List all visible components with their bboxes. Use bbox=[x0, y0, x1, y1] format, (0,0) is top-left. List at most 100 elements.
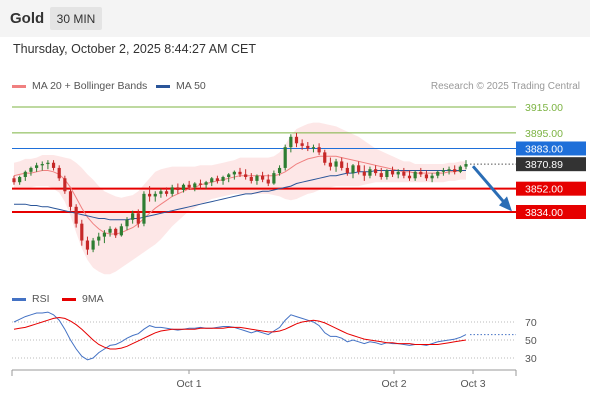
candle-body bbox=[12, 178, 16, 183]
candle-body bbox=[108, 228, 112, 233]
candle bbox=[272, 170, 276, 185]
candle bbox=[238, 167, 242, 177]
candle bbox=[244, 169, 248, 180]
candle-body bbox=[458, 166, 462, 172]
candle bbox=[379, 167, 383, 180]
candle-body bbox=[51, 162, 56, 168]
candle-body bbox=[379, 173, 383, 177]
candle-body bbox=[300, 143, 304, 146]
rsi-tick-label: 70 bbox=[525, 317, 537, 329]
candle-body bbox=[317, 147, 321, 153]
candle-body bbox=[40, 164, 44, 166]
candle-body bbox=[362, 171, 366, 176]
candle-body bbox=[407, 175, 412, 179]
candle bbox=[249, 173, 253, 184]
candle-body bbox=[244, 174, 248, 177]
candle-body bbox=[396, 171, 400, 175]
candle bbox=[153, 191, 157, 202]
candle-body bbox=[97, 236, 101, 241]
ma50-line bbox=[14, 170, 466, 221]
candle bbox=[114, 227, 118, 238]
time-axis-label: Oct 3 bbox=[460, 378, 485, 390]
candle bbox=[164, 187, 169, 197]
candle-body bbox=[357, 165, 361, 172]
legend-label: MA 50 bbox=[176, 80, 206, 92]
candle bbox=[57, 165, 61, 181]
candle-body bbox=[142, 193, 146, 224]
9ma-legend-swatch bbox=[62, 297, 76, 301]
candle-body bbox=[170, 187, 174, 194]
candle bbox=[159, 188, 163, 198]
candle bbox=[210, 177, 214, 187]
rsi-line bbox=[13, 311, 467, 361]
legend-item-rsi: RSI bbox=[12, 293, 50, 305]
candle-body bbox=[63, 178, 67, 192]
candle-body bbox=[464, 164, 468, 167]
candle bbox=[300, 139, 304, 150]
candle-body bbox=[35, 165, 39, 168]
candle-body bbox=[114, 228, 118, 236]
candle-body bbox=[340, 161, 344, 168]
candle bbox=[198, 179, 203, 189]
candle bbox=[46, 160, 50, 170]
candle bbox=[368, 166, 372, 179]
candle-body bbox=[385, 170, 389, 177]
candle-body bbox=[255, 175, 259, 181]
candle-body bbox=[272, 173, 276, 184]
candle bbox=[323, 149, 327, 166]
candle-body bbox=[441, 170, 445, 172]
candle-body bbox=[210, 178, 214, 183]
candle-body bbox=[68, 191, 73, 207]
candle bbox=[187, 180, 191, 190]
candle-body bbox=[176, 187, 180, 190]
candle bbox=[51, 160, 56, 171]
candle-body bbox=[153, 193, 157, 197]
candle-body bbox=[164, 191, 169, 194]
time-axis-label: Oct 1 bbox=[176, 378, 201, 390]
rsi-ma-line bbox=[13, 316, 467, 350]
candle bbox=[345, 162, 349, 176]
candle-body bbox=[334, 161, 338, 167]
candle-body bbox=[402, 171, 406, 176]
candle-body bbox=[187, 184, 191, 188]
candle bbox=[119, 223, 123, 237]
candle bbox=[142, 191, 146, 227]
candle-body bbox=[351, 165, 355, 174]
level-badge bbox=[516, 141, 586, 156]
candle bbox=[351, 164, 355, 179]
candle bbox=[204, 180, 208, 189]
candle bbox=[63, 175, 67, 194]
candle bbox=[362, 165, 366, 181]
candle bbox=[447, 166, 451, 175]
candle-body bbox=[436, 171, 440, 176]
page-title: Gold bbox=[10, 10, 45, 27]
candle-body bbox=[289, 136, 293, 148]
candle bbox=[306, 142, 310, 152]
candle-body bbox=[227, 174, 231, 177]
candle-body bbox=[447, 169, 451, 171]
candle bbox=[340, 157, 344, 171]
candle bbox=[102, 230, 106, 244]
level-badge bbox=[516, 157, 586, 172]
candle-body bbox=[23, 171, 27, 177]
legend-label: RSI bbox=[32, 293, 50, 305]
candle bbox=[424, 170, 429, 181]
candle-body bbox=[221, 177, 225, 181]
level-label: 3915.00 bbox=[525, 102, 563, 114]
candle bbox=[12, 175, 16, 185]
candle bbox=[289, 134, 293, 153]
candle bbox=[131, 210, 135, 224]
candle bbox=[390, 166, 395, 177]
candle bbox=[266, 174, 270, 187]
forecast-arrow-shaft bbox=[471, 165, 507, 205]
level-label: 3895.00 bbox=[525, 128, 563, 140]
candle bbox=[18, 175, 22, 185]
candle bbox=[402, 167, 406, 179]
candle bbox=[170, 184, 174, 197]
interval-button[interactable]: 30 MIN bbox=[50, 7, 102, 30]
candle-body bbox=[85, 240, 90, 250]
timestamp: Thursday, October 2, 2025 8:44:27 AM CET bbox=[13, 42, 256, 56]
legend-label: MA 20 + Bollinger Bands bbox=[32, 80, 148, 92]
candle-body bbox=[18, 177, 22, 183]
candle bbox=[125, 217, 129, 231]
